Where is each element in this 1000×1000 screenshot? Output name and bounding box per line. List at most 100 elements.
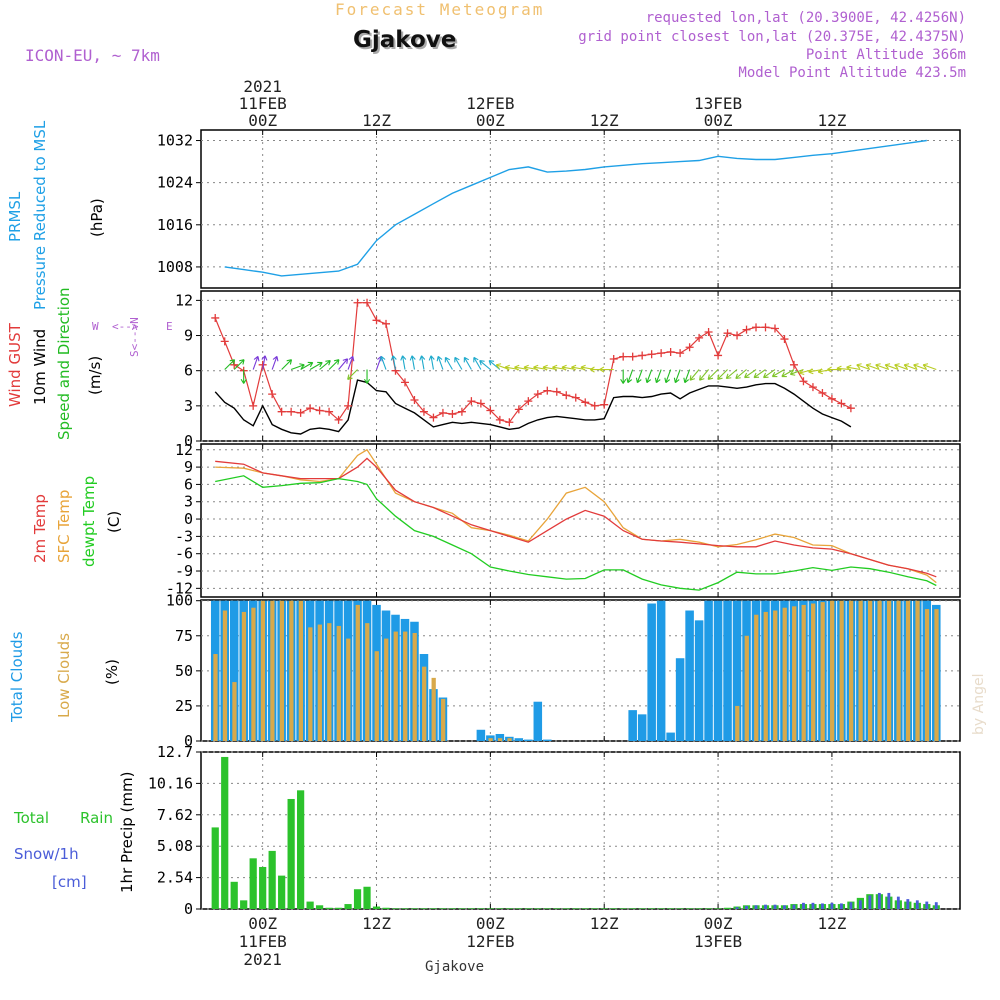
wind-direction-arrow <box>252 355 260 370</box>
wind-direction-arrow <box>781 369 795 378</box>
snow-bar <box>858 900 862 909</box>
wind-direction-arrow <box>454 356 463 370</box>
gust-point <box>827 394 836 403</box>
wind-direction-arrow <box>347 369 358 380</box>
wind-direction-arrow <box>884 363 899 371</box>
rain-bar <box>667 908 675 909</box>
wind-direction-arrow <box>673 369 681 384</box>
gust-point <box>268 390 277 399</box>
gust-point <box>714 351 723 360</box>
gust-point <box>590 401 599 410</box>
snow-bar <box>735 907 739 909</box>
total-rain-label: Total <box>14 809 50 827</box>
gust-point <box>220 337 229 346</box>
wind-direction-arrow <box>463 356 472 370</box>
gust-point <box>571 393 580 402</box>
low-cloud-bar <box>308 627 313 741</box>
gust-point <box>211 313 220 322</box>
top-time-label: 12Z <box>590 111 619 130</box>
snow-bar <box>906 899 910 909</box>
wind-ytick-label: 12 <box>175 291 193 309</box>
wind-ytick-label: 6 <box>184 362 193 380</box>
snow-bar <box>887 892 891 909</box>
wind-direction-arrow <box>717 369 728 380</box>
clouds-ytick-label: 0 <box>184 732 193 750</box>
bottom-time-label: 12FEB <box>466 932 514 951</box>
total-cloud-bar <box>732 600 742 741</box>
bottom-time-label: 12Z <box>817 914 846 933</box>
total-cloud-bar <box>713 600 723 741</box>
gust-point <box>277 407 286 416</box>
gust-point <box>770 324 779 333</box>
rain-bar <box>334 907 343 909</box>
total-cloud-bar <box>656 600 666 741</box>
total-cloud-bar <box>704 600 713 741</box>
low-cloud-bar <box>222 610 228 741</box>
gust-point <box>514 405 523 414</box>
snow-bar <box>915 900 919 909</box>
pressure-frame <box>200 129 961 289</box>
low-cloud-bar <box>896 600 901 741</box>
bottom-time-label: 12Z <box>362 914 391 933</box>
total-cloud-bar <box>666 732 675 741</box>
top-time-label: 12FEB <box>466 94 514 113</box>
bottom-time-label: 2021 <box>243 950 282 969</box>
rain-bar <box>325 907 333 909</box>
wind-direction-arrow <box>763 369 776 379</box>
low-cloud-bar <box>251 607 256 741</box>
gust-point <box>476 399 485 408</box>
bottom-time-label: 00Z <box>476 914 505 933</box>
wind-direction-arrow <box>271 355 279 370</box>
gust-point <box>400 378 409 387</box>
wind-direction-arrow <box>319 359 331 370</box>
gust-point <box>619 352 628 361</box>
temp-frame <box>200 443 961 598</box>
rain-bar <box>638 908 646 909</box>
gust-point <box>647 350 656 359</box>
low-cloud-bar <box>905 600 911 741</box>
rain-bar <box>591 908 599 909</box>
temp-ytick-label: 12 <box>175 441 193 459</box>
top-time-label: 12Z <box>362 111 391 130</box>
wind-direction-arrow <box>664 369 672 384</box>
gust-point <box>638 351 647 360</box>
pressure-ytick-label: 1016 <box>157 216 193 234</box>
gust-point <box>372 316 381 325</box>
rain-bar <box>562 908 570 909</box>
rain-bar <box>344 904 352 909</box>
wind-direction-arrow <box>707 369 719 380</box>
gust-point <box>363 298 372 307</box>
gust-point <box>846 404 855 413</box>
temp-ytick-label: 9 <box>184 458 193 476</box>
low-cloud-bar <box>327 623 332 741</box>
bottom-time-label: 12Z <box>590 914 619 933</box>
rain-bar <box>401 908 409 909</box>
snow-bar <box>896 896 900 909</box>
wind-direction-arrow <box>240 369 247 384</box>
total-cloud-bar <box>685 610 694 741</box>
gust-point <box>533 390 542 399</box>
bottom-time-label: 13FEB <box>694 932 742 951</box>
low-cloud-bar <box>260 600 266 741</box>
gust-point <box>562 391 571 400</box>
wind-direction-arrow <box>922 363 937 371</box>
gust-point <box>419 407 428 416</box>
precip-ytick-label: 7.62 <box>157 806 193 824</box>
wind-direction-arrow <box>261 355 268 370</box>
gust-point <box>657 349 666 358</box>
total-cloud-bar <box>476 729 486 741</box>
bottom-time-label: 00Z <box>704 914 733 933</box>
wind-direction-arrow <box>473 356 482 370</box>
gust-point <box>685 343 694 352</box>
total-cloud-bar <box>675 658 685 741</box>
gust-point <box>495 415 504 424</box>
wind-direction-arrow <box>856 363 871 371</box>
gust-point <box>780 335 789 344</box>
wind-direction-arrow <box>419 355 426 370</box>
gust-point <box>600 400 609 409</box>
bottom-time-label: 00Z <box>248 914 277 933</box>
low-cloud-bar <box>858 600 863 741</box>
wind-direction-arrow <box>913 363 927 371</box>
pressure-ytick-label: 1024 <box>157 174 193 192</box>
